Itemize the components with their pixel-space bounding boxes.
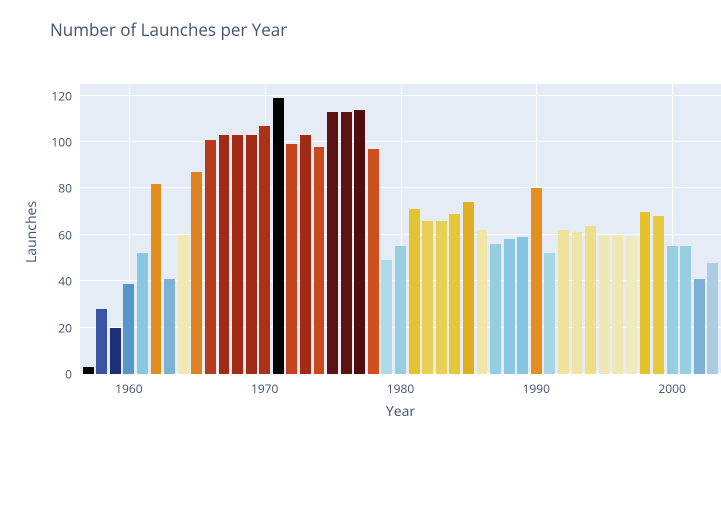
x-tick-label: 1970 — [251, 380, 278, 397]
bar[interactable] — [96, 309, 107, 374]
bar[interactable] — [612, 235, 623, 374]
bar[interactable] — [259, 126, 270, 374]
y-axis-label: Launches — [22, 201, 41, 263]
bar[interactable] — [273, 98, 284, 374]
bar[interactable] — [286, 144, 297, 374]
bar[interactable] — [422, 221, 433, 374]
bar[interactable] — [232, 135, 243, 374]
bar[interactable] — [599, 235, 610, 374]
bar[interactable] — [572, 232, 583, 374]
bar[interactable] — [164, 279, 175, 374]
bar[interactable] — [381, 260, 392, 374]
chart-container: Number of Launches per Year 020406080100… — [0, 0, 721, 506]
bar[interactable] — [368, 149, 379, 374]
bar[interactable] — [640, 212, 651, 374]
x-tick-label: 1960 — [115, 380, 142, 397]
plot-area — [80, 84, 721, 374]
y-tick-label: 0 — [32, 366, 72, 383]
bar[interactable] — [463, 202, 474, 374]
chart-title: Number of Launches per Year — [50, 18, 287, 41]
bar[interactable] — [409, 209, 420, 374]
x-tick-label: 1990 — [523, 380, 550, 397]
bar[interactable] — [436, 221, 447, 374]
bar[interactable] — [246, 135, 257, 374]
bar[interactable] — [490, 244, 501, 374]
bar[interactable] — [531, 188, 542, 374]
y-tick-label: 40 — [32, 273, 72, 290]
bar[interactable] — [219, 135, 230, 374]
bar[interactable] — [327, 112, 338, 374]
bar[interactable] — [151, 184, 162, 374]
bar[interactable] — [314, 147, 325, 374]
bar[interactable] — [137, 253, 148, 374]
bar[interactable] — [504, 239, 515, 374]
bar[interactable] — [517, 237, 528, 374]
x-axis-label: Year — [386, 402, 415, 421]
bar[interactable] — [178, 235, 189, 374]
y-tick-label: 100 — [32, 134, 72, 151]
bar[interactable] — [83, 367, 94, 374]
x-tick-label: 2000 — [658, 380, 685, 397]
bar[interactable] — [395, 246, 406, 374]
bar[interactable] — [694, 279, 705, 374]
bar[interactable] — [110, 328, 121, 374]
y-tick-label: 80 — [32, 180, 72, 197]
bar[interactable] — [205, 140, 216, 374]
bar[interactable] — [680, 246, 691, 374]
bar[interactable] — [477, 230, 488, 374]
bar[interactable] — [667, 246, 678, 374]
bar[interactable] — [300, 135, 311, 374]
bar[interactable] — [123, 284, 134, 374]
bar[interactable] — [558, 230, 569, 374]
bar[interactable] — [544, 253, 555, 374]
y-tick-label: 120 — [32, 87, 72, 104]
bar[interactable] — [707, 263, 718, 374]
y-tick-label: 20 — [32, 319, 72, 336]
bar[interactable] — [449, 214, 460, 374]
bar[interactable] — [653, 216, 664, 374]
bar[interactable] — [626, 237, 637, 374]
bar[interactable] — [585, 226, 596, 374]
bar[interactable] — [191, 172, 202, 374]
bar[interactable] — [354, 110, 365, 374]
x-tick-label: 1980 — [387, 380, 414, 397]
bar[interactable] — [341, 112, 352, 374]
